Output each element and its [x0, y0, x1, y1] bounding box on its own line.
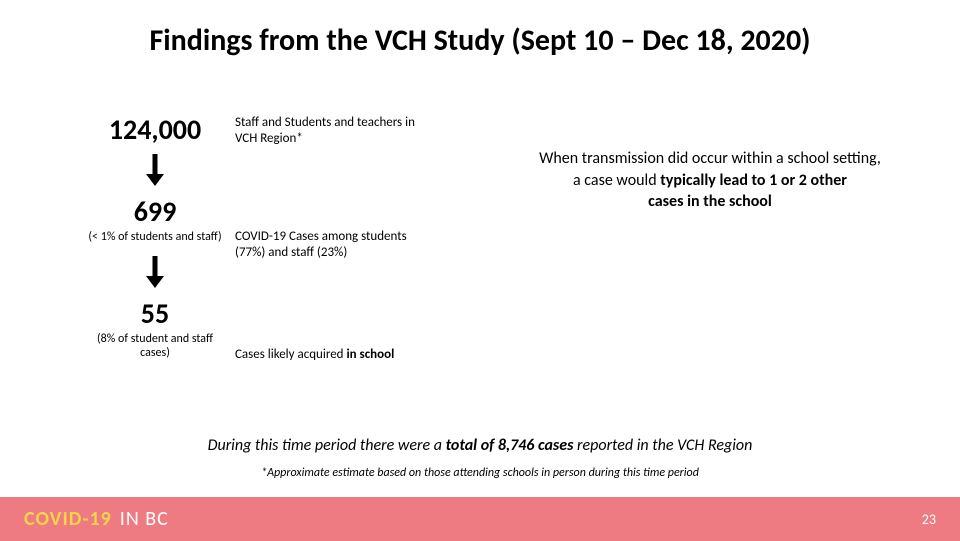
- stat-3-sub: (8% of student and staff cases): [85, 332, 225, 361]
- stat-1-desc: Staff and Students and teachers in VCH R…: [235, 115, 425, 148]
- footer-brand-covid19: COVID-19: [24, 507, 112, 531]
- stat-3-desc-bold: in school: [346, 347, 394, 362]
- stat-1-value: 124,000: [85, 115, 225, 146]
- footnote: *Approximate estimate based on those att…: [0, 466, 960, 480]
- summary-bold: total of 8,746 cases: [446, 436, 574, 455]
- arrow-down-icon: [85, 254, 225, 293]
- flow-column: 124,000 699 (< 1% of students and staff)…: [85, 115, 225, 361]
- right-line2-pre: a case would: [573, 171, 660, 190]
- footer-bar: COVID-19 IN BC 23: [0, 497, 960, 541]
- footer-brand-inbc: IN BC: [120, 507, 169, 531]
- summary-line: During this time period there were a tot…: [0, 436, 960, 455]
- summary-post: reported in the VCH Region: [573, 436, 752, 455]
- right-line2-bold: typically lead to 1 or 2 other: [660, 171, 847, 190]
- page-number: 23: [922, 511, 936, 528]
- slide: Findings from the VCH Study (Sept 10 – D…: [0, 0, 960, 541]
- stat-2-value: 699: [85, 197, 225, 228]
- stat-2-desc: COVID-19 Cases among students (77%) and …: [235, 229, 425, 262]
- arrow-down-icon: [85, 152, 225, 191]
- stat-3-desc-pre: Cases likely acquired: [235, 347, 346, 362]
- right-line1: When transmission did occur within a sch…: [539, 149, 881, 168]
- right-callout: When transmission did occur within a sch…: [500, 148, 920, 213]
- slide-title: Findings from the VCH Study (Sept 10 – D…: [0, 22, 960, 59]
- stat-3-desc: Cases likely acquired in school: [235, 347, 495, 363]
- right-line3-bold: cases in the school: [648, 192, 772, 211]
- stat-3-value: 55: [85, 299, 225, 330]
- stat-2-sub: (< 1% of students and staff): [85, 230, 225, 244]
- summary-pre: During this time period there were a: [208, 436, 446, 455]
